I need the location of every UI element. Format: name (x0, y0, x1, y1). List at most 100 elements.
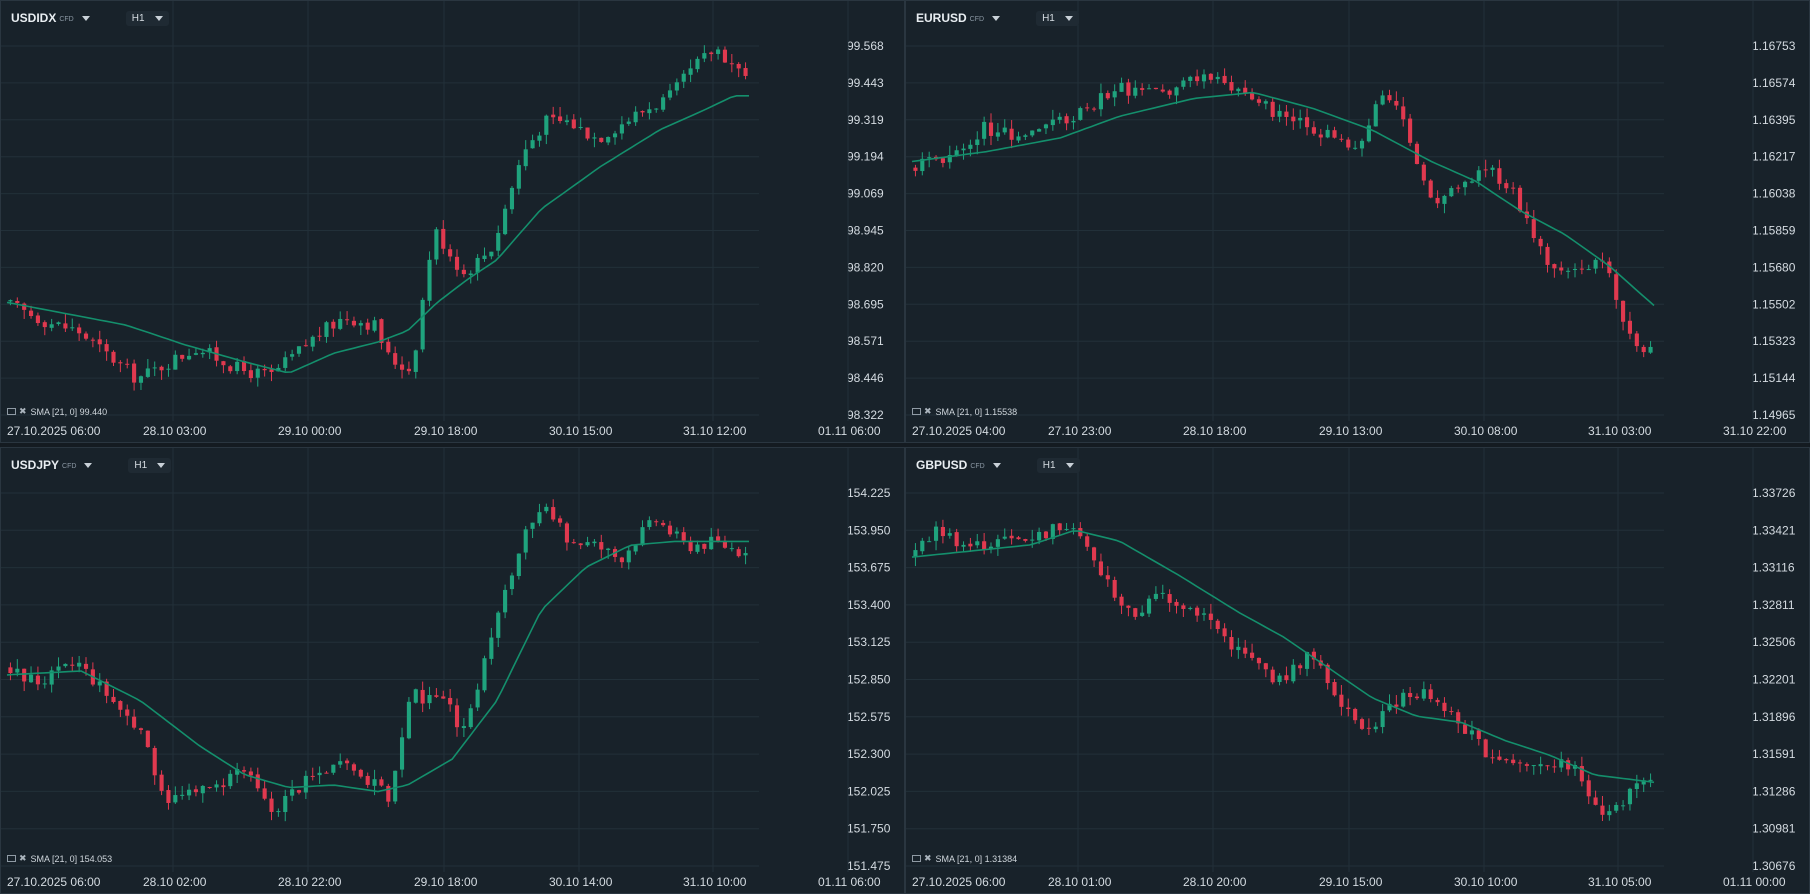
candle-body (1243, 87, 1248, 94)
candle (503, 584, 508, 619)
candle (475, 254, 480, 281)
candle (1641, 344, 1646, 358)
chevron-down-icon[interactable] (1064, 15, 1073, 21)
chart-panel-usdidx[interactable]: 99.568 99.443 99.319 99.194 99.069 98.945 98.8… (0, 0, 905, 443)
candle (667, 83, 673, 101)
symbol-label[interactable]: USDJPY (11, 458, 60, 472)
candle-body (1538, 238, 1543, 247)
chevron-down-icon[interactable] (992, 15, 1001, 21)
candle (434, 227, 439, 265)
candle (1215, 618, 1220, 634)
y-tick-label: 152.575 (847, 710, 891, 724)
candle-body (626, 121, 631, 124)
candle-body (1421, 689, 1426, 699)
close-icon[interactable]: ✖ (19, 853, 27, 863)
timeframe-select[interactable]: H1 (1036, 10, 1079, 26)
chevron-down-icon[interactable] (992, 462, 1001, 468)
chart-panel-eurusd[interactable]: 1.16753 1.16574 1.16395 1.16217 1.16038 1.158… (905, 0, 1810, 443)
candle-body (1112, 579, 1117, 598)
candle (310, 767, 315, 781)
timeframe-select[interactable]: H1 (125, 10, 169, 26)
candle (1607, 804, 1612, 821)
candle-body (1325, 129, 1330, 138)
candle-body (551, 507, 556, 520)
candle (77, 656, 82, 673)
candle (248, 767, 253, 782)
candle-body (940, 158, 945, 163)
candle (1126, 605, 1131, 617)
candle-body (523, 149, 528, 167)
chevron-down-icon[interactable] (154, 15, 163, 21)
candle (1366, 118, 1371, 143)
candle-body (8, 300, 13, 302)
candle-body (674, 82, 679, 91)
candle-body (1160, 89, 1165, 92)
y-tick-label: 1.15859 (1752, 224, 1796, 238)
candle-body (1201, 74, 1207, 82)
chart-panel-gbpusd[interactable]: 1.33726 1.33421 1.33116 1.32811 1.32506 1.322… (905, 447, 1810, 894)
candle-body (241, 360, 247, 371)
candle-body (1504, 759, 1509, 761)
chart-svg-usdjpy[interactable]: 154.225 153.950 153.675 153.400 153.125 152.8… (1, 448, 905, 894)
candle-body (1353, 708, 1358, 721)
candle-body (640, 110, 645, 113)
sma-line (911, 530, 1655, 784)
close-icon[interactable]: ✖ (924, 853, 932, 863)
candle-body (736, 549, 741, 557)
chevron-down-icon[interactable] (157, 462, 166, 468)
timeframe-select[interactable]: H1 (128, 457, 172, 473)
candle (413, 688, 418, 704)
indicator-icon[interactable] (912, 855, 921, 862)
candle-body (1524, 764, 1529, 766)
close-icon[interactable]: ✖ (924, 406, 932, 416)
candle-body (1188, 607, 1193, 609)
chart-svg-usdidx[interactable]: 99.568 99.443 99.319 99.194 99.069 98.945 98.8… (1, 1, 905, 443)
candle-body (1201, 613, 1207, 615)
candle-body (90, 339, 95, 341)
candle (1098, 553, 1103, 577)
candle-body (207, 787, 212, 789)
candle (8, 662, 13, 681)
chart-svg-eurusd[interactable]: 1.16753 1.16574 1.16395 1.16217 1.16038 1.158… (906, 1, 1810, 443)
chevron-down-icon[interactable] (84, 462, 93, 468)
candle-body (551, 114, 556, 118)
timeframe-select[interactable]: H1 (1036, 457, 1080, 473)
candle (1394, 695, 1399, 714)
candle (1421, 681, 1426, 701)
candle (386, 337, 391, 355)
candle-body (1408, 692, 1413, 698)
chart-panel-usdjpy[interactable]: 154.225 153.950 153.675 153.400 153.125 152.8… (0, 447, 905, 894)
candle-body (729, 63, 734, 65)
sma-line (911, 91, 1655, 307)
chart-svg-gbpusd[interactable]: 1.33726 1.33421 1.33116 1.32811 1.32506 1.322… (906, 448, 1810, 894)
candle-body (496, 232, 501, 251)
y-axis: 154.225 153.950 153.675 153.400 153.125 152.8… (1, 486, 891, 873)
candle-body (393, 770, 398, 802)
candles (8, 499, 748, 822)
candle-body (1627, 788, 1633, 805)
candle (1387, 694, 1392, 713)
candle (940, 519, 945, 544)
chevron-down-icon[interactable] (81, 15, 90, 21)
candle-body (1043, 531, 1049, 539)
chevron-down-icon[interactable] (1065, 462, 1074, 468)
close-icon[interactable]: ✖ (19, 406, 27, 416)
indicator-icon[interactable] (912, 408, 921, 415)
candle-body (228, 773, 233, 787)
x-axis: 27.10.2025 04:00 27.10 23:00 28.10 18:00 29… (912, 1, 1787, 438)
candle (961, 541, 966, 553)
candle-body (1153, 593, 1158, 599)
candle-body (1098, 561, 1103, 576)
candle-body (920, 540, 925, 552)
candle (1504, 179, 1509, 194)
symbol-label[interactable]: USDIDX (11, 11, 57, 25)
candle-body (975, 139, 980, 146)
indicator-icon[interactable] (7, 855, 16, 862)
symbol-label[interactable]: EURUSD (916, 11, 967, 25)
candle-body (1545, 246, 1550, 265)
indicator-icon[interactable] (7, 408, 16, 415)
candle (640, 110, 645, 117)
candle (1222, 68, 1227, 85)
symbol-label[interactable]: GBPUSD (916, 458, 968, 472)
candle-body (661, 97, 666, 110)
